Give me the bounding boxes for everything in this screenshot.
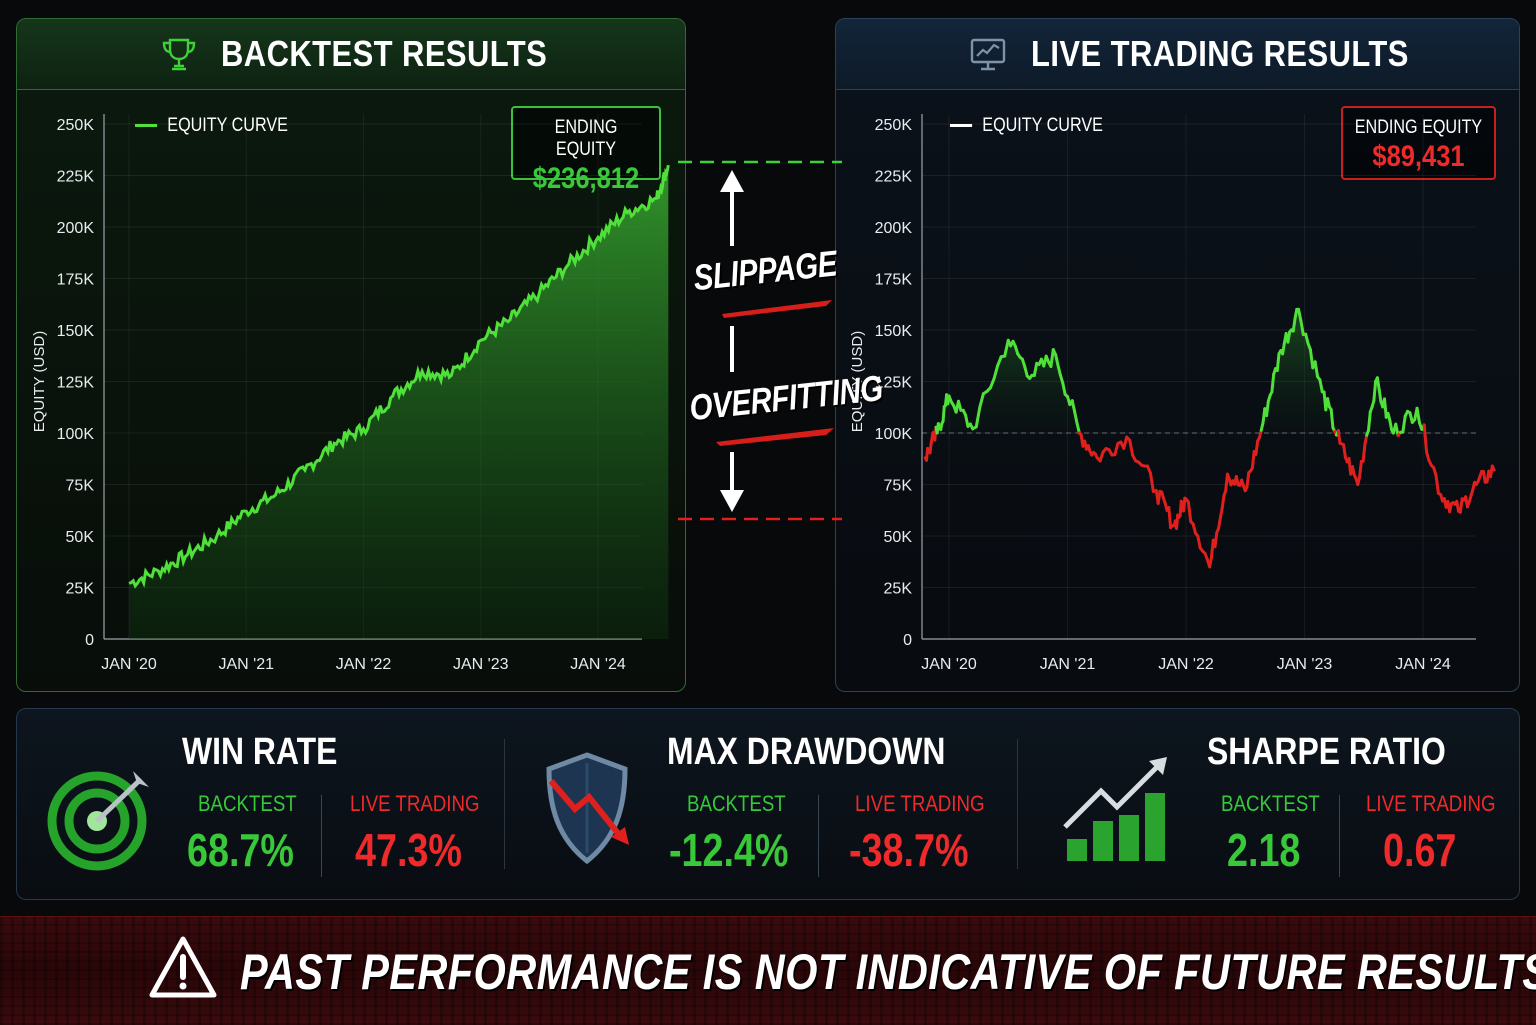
max-drawdown-live-value: -38.7% <box>849 823 969 877</box>
live-legend: EQUITY CURVE <box>950 115 1103 137</box>
backtest-legend: EQUITY CURVE <box>135 115 288 137</box>
win-rate-live-value: 47.3% <box>355 823 462 877</box>
shield-drawdown-icon <box>537 749 647 869</box>
bar-growth-icon <box>1059 751 1179 867</box>
metric-win-rate: WIN RATE BACKTEST 68.7% LIVE TRADING 47.… <box>17 709 507 899</box>
live-ending-label: ENDING EQUITY <box>1354 117 1482 139</box>
metric-sharpe-ratio: SHARPE RATIO BACKTEST 2.18 LIVE TRADING … <box>1017 709 1521 899</box>
max-drawdown-live-label: LIVE TRADING <box>855 791 985 817</box>
sharpe-ratio-title: SHARPE RATIO <box>1207 731 1446 774</box>
metric-max-drawdown: MAX DRAWDOWN BACKTEST -12.4% LIVE TRADIN… <box>507 709 1017 899</box>
gap-annotation: SLIPPAGE OVERFITTING <box>686 150 836 540</box>
max-drawdown-title: MAX DRAWDOWN <box>667 731 945 774</box>
live-legend-label: EQUITY CURVE <box>982 115 1103 136</box>
win-rate-backtest-value: 68.7% <box>187 823 294 877</box>
live-title: LIVE TRADING RESULTS <box>1031 33 1409 75</box>
backtest-header: BACKTEST RESULTS <box>17 19 685 90</box>
sharpe-ratio-live-value: 0.67 <box>1383 823 1456 877</box>
trophy-icon <box>159 35 199 75</box>
warning-triangle-icon <box>148 935 218 999</box>
max-drawdown-backtest-label: BACKTEST <box>687 791 786 817</box>
live-panel: LIVE TRADING RESULTS EQUITY CURVE ENDING… <box>835 18 1520 692</box>
live-ending-value: $89,431 <box>1354 140 1482 174</box>
sharpe-ratio-backtest-value: 2.18 <box>1227 823 1300 877</box>
sharpe-ratio-live-label: LIVE TRADING <box>1366 791 1496 817</box>
sharpe-ratio-backtest-label: BACKTEST <box>1221 791 1320 817</box>
win-rate-backtest-label: BACKTEST <box>198 791 297 817</box>
warning-text: PAST PERFORMANCE IS NOT INDICATIVE OF FU… <box>240 943 1536 1001</box>
backtest-ending-value: $236,812 <box>524 162 648 196</box>
monitor-chart-icon <box>968 35 1008 75</box>
legend-swatch-green <box>135 124 157 127</box>
backtest-ending-label: ENDING EQUITY <box>524 117 648 161</box>
overfitting-label: OVERFITTING <box>687 373 830 429</box>
win-rate-title: WIN RATE <box>182 731 337 774</box>
warning-banner: PAST PERFORMANCE IS NOT INDICATIVE OF FU… <box>0 916 1536 1025</box>
backtest-legend-label: EQUITY CURVE <box>167 115 288 136</box>
metrics-panel: WIN RATE BACKTEST 68.7% LIVE TRADING 47.… <box>16 708 1520 900</box>
max-drawdown-backtest-value: -12.4% <box>669 823 789 877</box>
live-header: LIVE TRADING RESULTS <box>836 19 1519 90</box>
slippage-label: SLIPPAGE <box>691 243 834 299</box>
legend-swatch-white <box>950 124 972 127</box>
target-icon <box>45 763 155 873</box>
live-ending-box: ENDING EQUITY $89,431 <box>1341 106 1496 180</box>
backtest-title: BACKTEST RESULTS <box>221 33 547 75</box>
backtest-ending-box: ENDING EQUITY $236,812 <box>511 106 661 180</box>
backtest-panel: BACKTEST RESULTS EQUITY CURVE ENDING EQU… <box>16 18 686 692</box>
win-rate-live-label: LIVE TRADING <box>350 791 480 817</box>
